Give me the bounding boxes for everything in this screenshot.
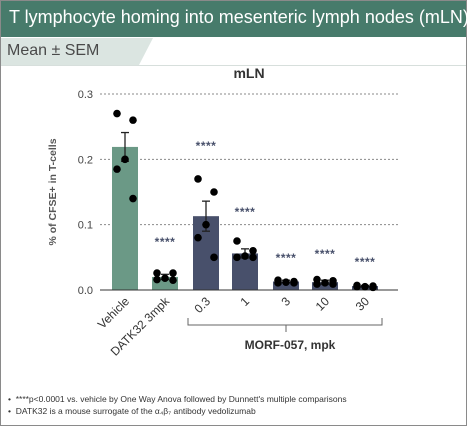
y-axis-label: % of CFSE+ in T-cells [47, 138, 59, 245]
data-point [210, 253, 218, 262]
data-point [161, 274, 169, 283]
data-point [210, 188, 218, 196]
slide-title: T lymphocyte homing into mesenteric lymp… [9, 7, 467, 27]
x-tick-label: Vehicle [95, 294, 132, 331]
data-point [194, 233, 202, 242]
data-point [129, 116, 137, 124]
data-point [153, 275, 161, 284]
mln-bar-chart: mLN 0.0 0.1 0.2 0.3 % of CFSE+ in T-cells ****… [47, 65, 398, 359]
footnote-2: • DATK32 is a mouse surrogate of the α₄β… [8, 406, 256, 416]
data-point [321, 279, 329, 287]
data-point [241, 252, 249, 260]
x-tick-label: 3 [278, 294, 293, 309]
x-tick-label: 0.3 [191, 294, 213, 316]
y-tick-label: 0.0 [78, 285, 93, 297]
significance-marker: **** [235, 205, 256, 219]
data-point [361, 282, 369, 291]
footnote-1-text: ****p<0.0001 vs. vehicle by One Way Anov… [15, 394, 347, 404]
y-tick-label: 0.3 [78, 89, 93, 101]
data-point [169, 276, 177, 285]
y-tick-label: 0.2 [78, 154, 93, 166]
data-point [274, 279, 282, 287]
chart-title: mLN [233, 65, 264, 81]
data-point [113, 165, 121, 173]
data-point [113, 109, 121, 118]
group-label: MORF-057, mpk [245, 338, 336, 352]
footnote-2-text: DATK32 is a mouse surrogate of the α₄β₇ … [15, 406, 256, 416]
data-point [249, 253, 257, 262]
data-point [153, 269, 161, 277]
data-point [194, 175, 202, 183]
data-point [129, 194, 137, 203]
data-point [249, 247, 257, 255]
data-point [353, 282, 361, 291]
data-point [313, 280, 321, 288]
y-tick-label: 0.1 [78, 220, 93, 232]
data-point [121, 155, 129, 164]
data-point [233, 237, 241, 245]
data-point [169, 269, 177, 277]
significance-marker: **** [355, 255, 376, 269]
data-point [282, 278, 290, 286]
x-tick-label: 30 [353, 294, 373, 314]
x-tick-label: 1 [237, 294, 252, 309]
significance-marker: **** [315, 247, 336, 261]
x-tick-label: 10 [313, 294, 333, 314]
group-bracket [187, 318, 383, 326]
significance-marker: **** [276, 251, 297, 265]
stat-label: Mean ± SEM [7, 42, 100, 59]
significance-marker: **** [155, 235, 176, 249]
significance-marker: **** [196, 139, 217, 153]
data-point [202, 220, 210, 229]
data-point [290, 279, 298, 287]
header-divider [1, 65, 466, 66]
data-point [369, 283, 377, 292]
data-point [329, 280, 337, 288]
title-bar: T lymphocyte homing into mesenteric lymp… [1, 1, 467, 37]
stat-tab-corner [139, 38, 153, 65]
footnotes: • ****p<0.0001 vs. vehicle by One Way An… [8, 393, 347, 417]
data-point [233, 253, 241, 262]
stat-label-tab: Mean ± SEM [1, 38, 139, 65]
footnote-1: • ****p<0.0001 vs. vehicle by One Way An… [8, 394, 347, 404]
